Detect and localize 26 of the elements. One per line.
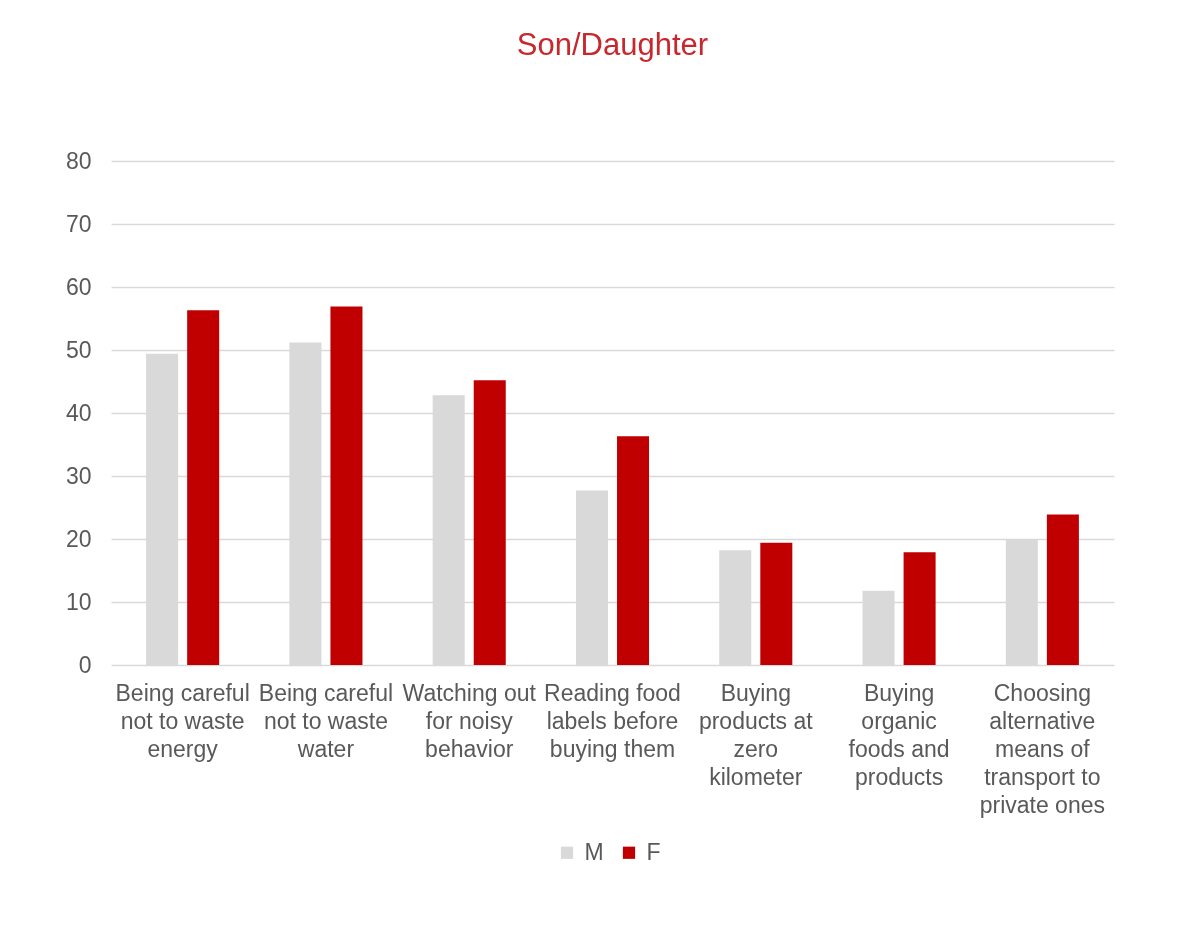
- y-tick-label: 70: [65, 210, 92, 237]
- bar: [903, 552, 936, 665]
- bar: [617, 436, 650, 665]
- legend-label: F: [646, 838, 661, 865]
- y-tick-label: 20: [65, 525, 92, 552]
- y-tick-label: 40: [65, 399, 92, 426]
- bar: [330, 306, 363, 665]
- y-tick-label: 50: [65, 336, 92, 363]
- y-tick-label: 80: [65, 147, 92, 174]
- x-tick-label: Being careful not to waste water: [258, 679, 394, 762]
- x-tick-label: Buying products at zero kilometer: [698, 679, 814, 790]
- x-tick-label: Choosing alternative means of transport to private ones: [979, 679, 1106, 818]
- chart-title: Son/Daughter: [516, 27, 709, 62]
- bar: [187, 310, 220, 665]
- x-tick-label: Buying organic foods and products: [848, 679, 950, 790]
- bar: [1046, 514, 1079, 665]
- x-tick-label: Being careful not to waste energy: [115, 679, 250, 762]
- bar: [760, 542, 793, 665]
- x-tick-label: Watching out for noisy behavior: [402, 679, 537, 762]
- y-tick-label: 60: [65, 273, 92, 300]
- y-tick-label: 0: [78, 651, 92, 678]
- bar: [473, 380, 506, 665]
- legend-label: M: [584, 838, 604, 865]
- y-tick-label: 10: [65, 588, 92, 615]
- x-tick-label: Reading food labels before buying them: [544, 679, 681, 762]
- y-tick-label: 30: [65, 462, 92, 489]
